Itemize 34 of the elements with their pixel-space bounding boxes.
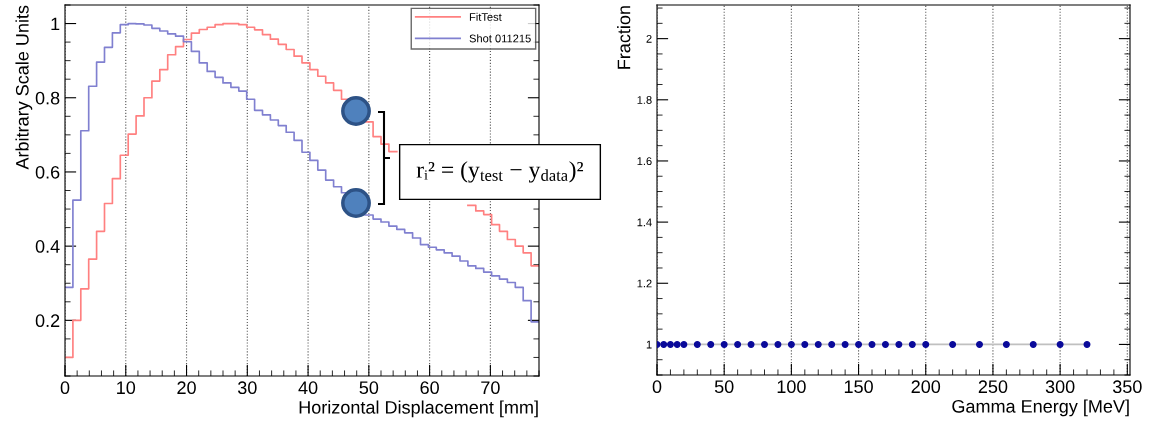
x-axis-title: Horizontal Displacement [mm] [299,400,538,418]
y-tick-label: 1.8 [637,96,652,104]
y-tick-label: 0.4 [35,240,60,253]
x-tick-label: 100 [777,380,806,394]
x-tick-label: 0 [652,380,662,394]
y-tick-label: 1.4 [637,218,652,227]
x-axis-title: Gamma Energy [MeV] [952,399,1129,417]
x-tick-label: 10 [117,381,136,395]
legend-label: Shot 011215 [469,34,531,43]
x-tick-label: 250 [978,380,1008,394]
y-tick-label: 0.2 [35,314,60,328]
x-tick-label: 0 [60,381,70,395]
x-tick-label: 50 [714,380,734,394]
y-tick-label: 1 [646,340,652,349]
x-tick-label: 200 [911,380,941,394]
x-tick-label: 350 [1112,380,1142,394]
x-tick-label: 60 [420,381,439,395]
y-tick-label: 1.2 [637,279,652,288]
x-tick-label: 20 [177,381,196,395]
y-tick-label: 0.6 [35,165,60,179]
x-tick-label: 30 [237,381,257,395]
y-tick-label: 2 [646,34,652,43]
x-tick-label: 40 [298,381,318,395]
x-tick-label: 50 [359,381,379,395]
y-tick-label: 1.6 [637,157,652,166]
y-tick-label: 0.8 [35,91,60,105]
x-tick-label: 300 [1045,380,1075,394]
y-tick-label: 1 [51,17,60,31]
y-axis-title: Arbitrary Scale Units [15,5,33,170]
x-tick-label: 70 [481,381,500,395]
legend-label: FitTest [469,12,502,21]
annotation: rᵢ² = (y$_{test}$ − y$_{data}$)² [416,161,584,183]
x-tick-label: 150 [844,380,873,394]
y-axis-title: Fraction [617,6,631,69]
